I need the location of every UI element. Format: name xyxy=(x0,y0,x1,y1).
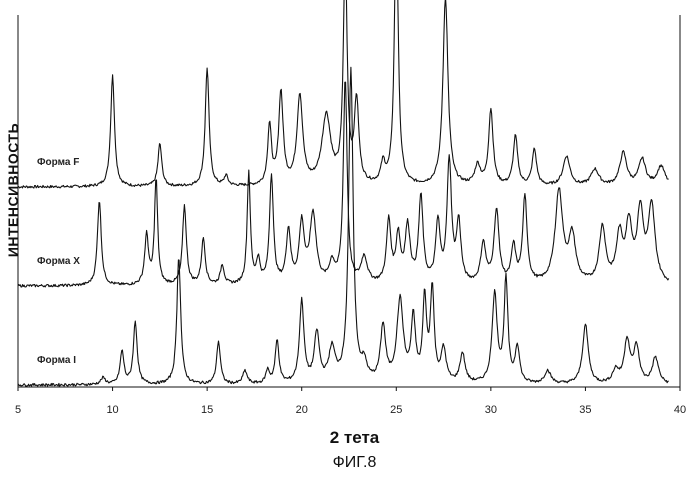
x-tick-label: 20 xyxy=(296,404,308,416)
x-tick-label: 15 xyxy=(201,404,213,416)
series-line-2 xyxy=(18,82,669,287)
x-tick-label: 10 xyxy=(106,404,118,416)
series-label: Форма X xyxy=(37,256,80,267)
series-label: Форма I xyxy=(37,355,76,366)
x-ticks: 5 10 15 20 25 30 35 40 xyxy=(15,387,686,416)
series-group: Форма F Форма X Форма I xyxy=(18,0,669,386)
figure-caption: ФИГ.8 xyxy=(0,454,699,472)
x-tick-label: 5 xyxy=(15,404,21,416)
x-tick-label: 40 xyxy=(674,404,686,416)
x-tick-label: 25 xyxy=(390,404,402,416)
x-tick-label: 35 xyxy=(579,404,591,416)
series-label: Форма F xyxy=(37,157,79,168)
y-axis-label: ИНТЕНСИВНОСТЬ xyxy=(5,105,21,275)
x-axis-label: 2 тета xyxy=(0,428,699,448)
x-tick-label: 30 xyxy=(485,404,497,416)
